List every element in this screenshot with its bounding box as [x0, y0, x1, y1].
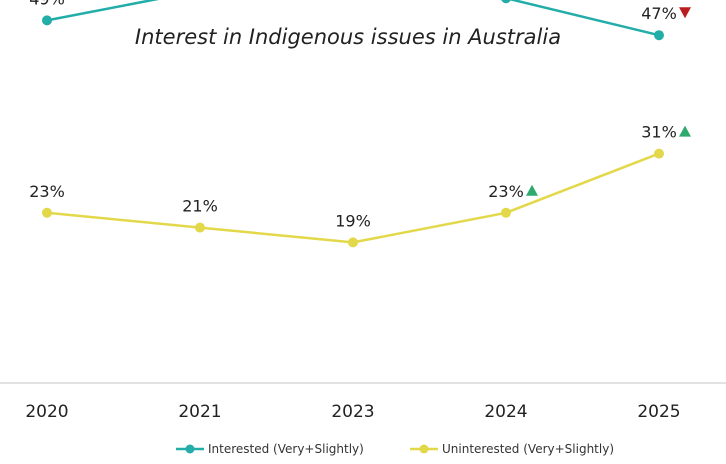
- data-point: [654, 30, 664, 41]
- series-line: [46, 0, 660, 37]
- data-point: [42, 15, 52, 26]
- data-point: [195, 222, 205, 233]
- data-point: [501, 207, 511, 218]
- data-label: 23%: [29, 182, 65, 201]
- x-tick-label: 2025: [637, 402, 680, 422]
- series-uninterested: 23% 21% 19% 23% 31%: [29, 123, 691, 248]
- data-point: [42, 207, 52, 218]
- data-label: 23%: [488, 182, 524, 201]
- increase-triangle-icon: [526, 184, 538, 196]
- decrease-triangle-icon: [679, 7, 691, 19]
- legend-label: Interested (Very+Slightly): [208, 442, 364, 456]
- x-axis-ticks: 2020 2021 2023 2024 2025: [25, 402, 680, 422]
- data-label: 21%: [182, 197, 218, 216]
- x-tick-label: 2021: [178, 402, 221, 422]
- legend-swatch-marker: [419, 444, 429, 454]
- series-layer: 49%53%56%52%47% 23% 21% 19% 23% 31%: [29, 0, 691, 248]
- series-interested: 49%53%56%52%47%: [29, 0, 691, 41]
- data-label: 19%: [335, 211, 371, 230]
- chart-title: Interest in Indigenous issues in Austral…: [135, 25, 561, 49]
- legend: Interested (Very+Slightly) Uninterested (…: [176, 442, 614, 456]
- data-point: [348, 237, 358, 248]
- data-label: 47%: [641, 4, 677, 23]
- x-tick-label: 2020: [25, 402, 68, 422]
- data-label: 49%: [29, 0, 65, 8]
- legend-item: Interested (Very+Slightly): [176, 442, 364, 456]
- legend-item: Uninterested (Very+Slightly): [410, 442, 614, 456]
- legend-swatch-marker: [185, 444, 195, 454]
- data-point: [654, 148, 664, 159]
- x-tick-label: 2023: [331, 402, 374, 422]
- increase-triangle-icon: [679, 125, 691, 137]
- x-tick-label: 2024: [484, 402, 527, 422]
- data-label: 31%: [641, 123, 677, 142]
- data-point: [501, 0, 511, 4]
- legend-label: Uninterested (Very+Slightly): [442, 442, 614, 456]
